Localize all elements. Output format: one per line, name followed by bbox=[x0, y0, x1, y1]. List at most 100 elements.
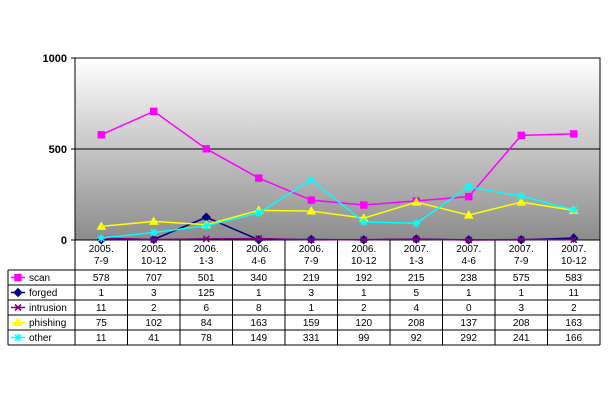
series-marks bbox=[96, 107, 579, 245]
cell-scan-7: 238 bbox=[460, 273, 477, 284]
point-intrusion-5 bbox=[360, 236, 368, 244]
cell-forged-2: 125 bbox=[198, 288, 215, 299]
category-label-7-year: 2007. bbox=[456, 244, 481, 255]
category-label-0-range: 7-9 bbox=[94, 256, 109, 267]
cell-scan-5: 192 bbox=[355, 273, 372, 284]
legend-label-intrusion: intrusion bbox=[29, 303, 67, 314]
point-other-4 bbox=[307, 175, 316, 184]
point-intrusion-7 bbox=[465, 236, 473, 244]
cell-other-9: 166 bbox=[565, 333, 582, 344]
point-scan-9 bbox=[570, 130, 578, 138]
category-label-8-year: 2007. bbox=[509, 244, 534, 255]
point-scan-4 bbox=[307, 196, 315, 204]
point-phishing-7 bbox=[463, 210, 474, 219]
legend-label-phishing: phishing bbox=[29, 318, 66, 329]
legend-label-scan: scan bbox=[29, 273, 50, 284]
cell-phishing-7: 137 bbox=[460, 318, 477, 329]
category-label-9-year: 2007. bbox=[561, 244, 586, 255]
cell-scan-9: 583 bbox=[565, 273, 582, 284]
cell-other-1: 41 bbox=[148, 333, 160, 344]
legend-label-forged: forged bbox=[29, 288, 57, 299]
point-intrusion-6 bbox=[412, 235, 420, 243]
cell-scan-6: 215 bbox=[408, 273, 425, 284]
cell-intrusion-7: 0 bbox=[466, 303, 472, 314]
legend-key-other bbox=[11, 333, 25, 342]
data-table: 2005.7-92005.10-122006.1-32006.4-62006.7… bbox=[7, 240, 601, 346]
category-label-2-year: 2006. bbox=[194, 244, 219, 255]
point-other-3 bbox=[254, 208, 263, 217]
cell-phishing-5: 120 bbox=[355, 318, 372, 329]
category-label-3-year: 2006. bbox=[246, 244, 271, 255]
cell-forged-9: 11 bbox=[569, 288, 580, 299]
cell-phishing-1: 102 bbox=[145, 318, 162, 329]
point-intrusion-1 bbox=[150, 236, 158, 244]
cell-other-6: 92 bbox=[411, 333, 423, 344]
cell-other-3: 149 bbox=[250, 333, 267, 344]
cell-forged-8: 1 bbox=[518, 288, 524, 299]
legend-marker-phishing bbox=[13, 317, 23, 326]
cell-intrusion-3: 8 bbox=[256, 303, 262, 314]
category-label-6-range: 1-3 bbox=[409, 256, 424, 267]
point-intrusion-9 bbox=[570, 236, 578, 244]
cell-forged-5: 1 bbox=[361, 288, 367, 299]
cell-intrusion-4: 1 bbox=[308, 303, 314, 314]
point-scan-5 bbox=[360, 201, 368, 209]
category-label-1-year: 2005. bbox=[141, 244, 166, 255]
cell-intrusion-0: 11 bbox=[96, 303, 107, 314]
cell-phishing-6: 208 bbox=[408, 318, 425, 329]
y-tick-label-500: 500 bbox=[49, 144, 67, 156]
cell-scan-3: 340 bbox=[250, 273, 267, 284]
cell-forged-0: 1 bbox=[98, 288, 104, 299]
category-label-9-range: 10-12 bbox=[561, 256, 587, 267]
cell-phishing-3: 163 bbox=[250, 318, 267, 329]
legend-marker-forged bbox=[13, 287, 23, 298]
cell-other-5: 99 bbox=[358, 333, 370, 344]
cell-forged-3: 1 bbox=[256, 288, 262, 299]
legend-marker-scan bbox=[14, 273, 22, 282]
point-intrusion-4 bbox=[307, 236, 315, 244]
point-phishing-1 bbox=[148, 216, 159, 225]
category-label-5-year: 2006. bbox=[351, 244, 376, 255]
cell-scan-2: 501 bbox=[198, 273, 215, 284]
cell-forged-6: 5 bbox=[413, 288, 419, 299]
point-phishing-4 bbox=[306, 206, 317, 215]
legend-key-intrusion bbox=[11, 303, 25, 312]
point-scan-8 bbox=[517, 131, 525, 140]
cell-intrusion-9: 2 bbox=[571, 303, 577, 314]
legend-marker-other bbox=[14, 333, 22, 342]
cell-phishing-0: 75 bbox=[96, 318, 108, 329]
cell-intrusion-8: 3 bbox=[518, 303, 524, 314]
plot-area bbox=[74, 57, 601, 241]
point-other-5 bbox=[359, 217, 368, 226]
cell-phishing-8: 208 bbox=[513, 318, 530, 329]
series-other bbox=[97, 175, 578, 242]
cell-other-2: 78 bbox=[201, 333, 213, 344]
point-phishing-6 bbox=[411, 197, 422, 206]
y-axis: 0 500 1000 bbox=[43, 53, 75, 247]
cell-phishing-9: 163 bbox=[565, 318, 582, 329]
legend-key-forged bbox=[11, 287, 25, 298]
legend-key-phishing bbox=[11, 317, 25, 326]
series-scan bbox=[97, 107, 578, 209]
point-other-7 bbox=[464, 182, 473, 191]
category-label-2-range: 1-3 bbox=[199, 256, 214, 267]
cell-scan-4: 219 bbox=[303, 273, 320, 284]
cell-forged-7: 1 bbox=[466, 288, 472, 299]
series-line-phishing bbox=[101, 201, 574, 228]
cell-other-8: 241 bbox=[513, 333, 530, 344]
cell-other-7: 292 bbox=[460, 333, 477, 344]
point-scan-0 bbox=[97, 131, 105, 139]
point-phishing-0 bbox=[96, 221, 107, 230]
cell-other-4: 331 bbox=[303, 333, 320, 344]
series-line-other bbox=[101, 178, 574, 239]
point-other-0 bbox=[97, 233, 106, 242]
cell-intrusion-2: 6 bbox=[203, 303, 209, 314]
cell-scan-8: 575 bbox=[513, 273, 530, 284]
category-label-8-range: 7-9 bbox=[514, 256, 529, 267]
category-label-1-range: 10-12 bbox=[141, 256, 167, 267]
point-phishing-8 bbox=[516, 197, 527, 206]
cell-other-0: 11 bbox=[96, 333, 107, 344]
category-label-5-range: 10-12 bbox=[351, 256, 377, 267]
point-other-6 bbox=[412, 219, 421, 228]
